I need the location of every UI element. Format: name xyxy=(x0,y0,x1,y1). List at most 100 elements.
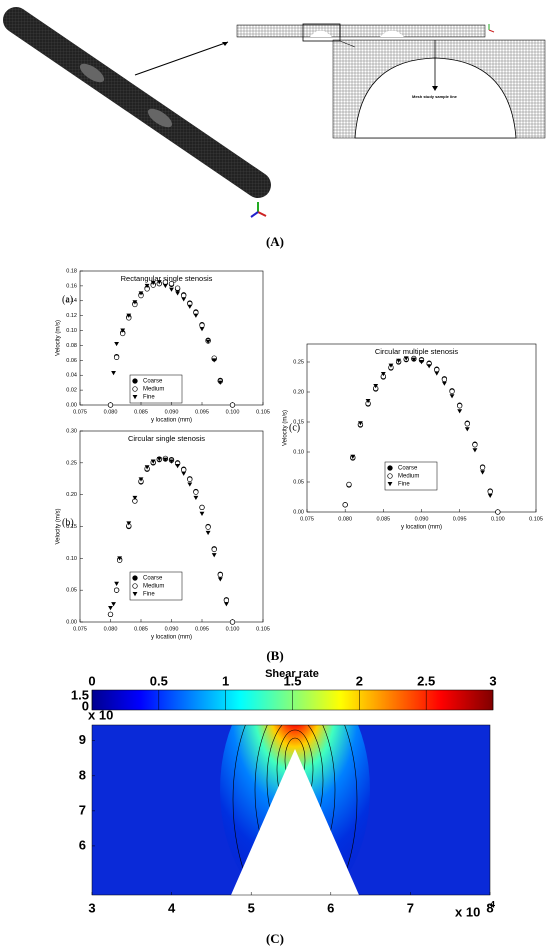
y-tick-label: 6 xyxy=(79,837,86,852)
legend-marker xyxy=(132,592,138,597)
marker xyxy=(199,322,205,328)
marker xyxy=(229,619,236,625)
sub-label: (b) xyxy=(62,517,74,528)
sub-label: (a) xyxy=(62,294,73,305)
y-offset-overlap: 0 xyxy=(82,698,89,713)
legend-label: Medium xyxy=(143,584,164,590)
x-tick-label: 0.095 xyxy=(195,409,209,415)
x-tick-label: 0.085 xyxy=(376,516,390,522)
y-tick-label: 0.10 xyxy=(293,449,304,455)
mesh-panel: Mesh study sample line xyxy=(3,7,546,218)
y-tick-label: 0.06 xyxy=(66,358,77,364)
x-tick-label: 0.100 xyxy=(226,409,240,415)
marker xyxy=(169,287,174,292)
y-tick-label: 0.25 xyxy=(66,460,77,466)
legend-label: Medium xyxy=(143,387,164,393)
colorbar-title: Shear rate xyxy=(265,668,319,680)
marker xyxy=(187,482,193,487)
marker xyxy=(419,360,424,365)
x-offset-label: x 10 xyxy=(455,904,480,919)
legend-marker xyxy=(132,575,138,581)
sub-label: (c) xyxy=(289,422,300,433)
chart-title: Circular single stenosis xyxy=(128,434,205,443)
x-axis-label: y location (mm) xyxy=(151,635,192,641)
marker xyxy=(350,454,356,459)
marker xyxy=(181,467,187,473)
marker xyxy=(111,370,116,376)
legend-label: Fine xyxy=(398,482,410,488)
legend-label: Medium xyxy=(398,474,419,480)
marker xyxy=(342,502,348,508)
marker xyxy=(113,587,120,593)
marker xyxy=(442,381,447,386)
marker xyxy=(217,572,223,578)
y-tick-label: 0.30 xyxy=(66,428,77,434)
marker xyxy=(138,477,144,482)
x-tick-label: 0.085 xyxy=(134,409,148,415)
marker xyxy=(120,328,126,333)
marker xyxy=(480,470,485,475)
marker xyxy=(132,495,138,501)
marker xyxy=(199,511,205,516)
marker xyxy=(156,457,162,462)
y-tick-label: 0.20 xyxy=(293,389,304,395)
colorbar-tick-label: 0 xyxy=(88,673,95,688)
legend-label: Coarse xyxy=(143,379,163,385)
marker xyxy=(388,363,394,368)
x-tick-label: 0.080 xyxy=(104,626,118,632)
marker xyxy=(132,300,138,305)
legend-marker xyxy=(132,378,138,384)
colorbar-tick-label: 3 xyxy=(489,673,496,688)
marker xyxy=(472,448,478,453)
marker xyxy=(181,292,187,299)
marker xyxy=(373,384,379,389)
colorbar-tick-label: 2.5 xyxy=(417,673,435,688)
marker xyxy=(411,357,417,362)
x-tick-label: 8 xyxy=(486,900,493,915)
marker xyxy=(479,464,486,471)
marker xyxy=(426,364,432,369)
marker xyxy=(175,464,180,469)
x-tick-label: 6 xyxy=(327,900,334,915)
panel-label: (A) xyxy=(266,234,284,249)
marker xyxy=(181,297,187,302)
y-tick-label: 0.05 xyxy=(293,479,304,485)
marker xyxy=(229,402,236,408)
x-tick-label: 0.105 xyxy=(256,626,270,632)
marker xyxy=(187,476,193,483)
marker xyxy=(113,354,120,361)
y-tick-label: 0.05 xyxy=(66,588,77,594)
y-tick-label: 0.10 xyxy=(66,328,77,334)
marker xyxy=(117,556,123,561)
y-tick-label: 8 xyxy=(79,767,86,782)
marker xyxy=(108,605,113,611)
panel-label: (B) xyxy=(266,648,283,663)
x-tick-label: 0.090 xyxy=(165,626,179,632)
x-axis-label: y location (mm) xyxy=(151,418,192,424)
marker xyxy=(126,521,132,526)
y-tick-label: 0.00 xyxy=(66,619,77,625)
y-tick-label: 7 xyxy=(79,802,86,817)
x-tick-label: 0.085 xyxy=(134,626,148,632)
marker xyxy=(163,283,168,289)
marker xyxy=(464,427,470,432)
marker xyxy=(211,553,217,558)
x-tick-label: 0.080 xyxy=(104,409,118,415)
legend-marker xyxy=(387,473,393,479)
y-offset-label: x 10 xyxy=(88,707,113,722)
y-tick-label: 0.02 xyxy=(66,388,77,394)
marker xyxy=(495,509,501,515)
marker xyxy=(205,339,211,344)
colorbar-tick-label: 1.5 xyxy=(283,673,301,688)
marker xyxy=(211,358,217,363)
marker xyxy=(144,465,150,470)
x-tick-label: 0.075 xyxy=(73,626,87,632)
x-tick-label: 0.095 xyxy=(195,626,209,632)
marker xyxy=(358,421,363,426)
colorbar-tick-label: 1 xyxy=(222,673,229,688)
marker xyxy=(107,611,114,618)
y-tick-label: 0.15 xyxy=(293,419,304,425)
legend-marker xyxy=(387,465,393,471)
marker xyxy=(487,488,493,495)
